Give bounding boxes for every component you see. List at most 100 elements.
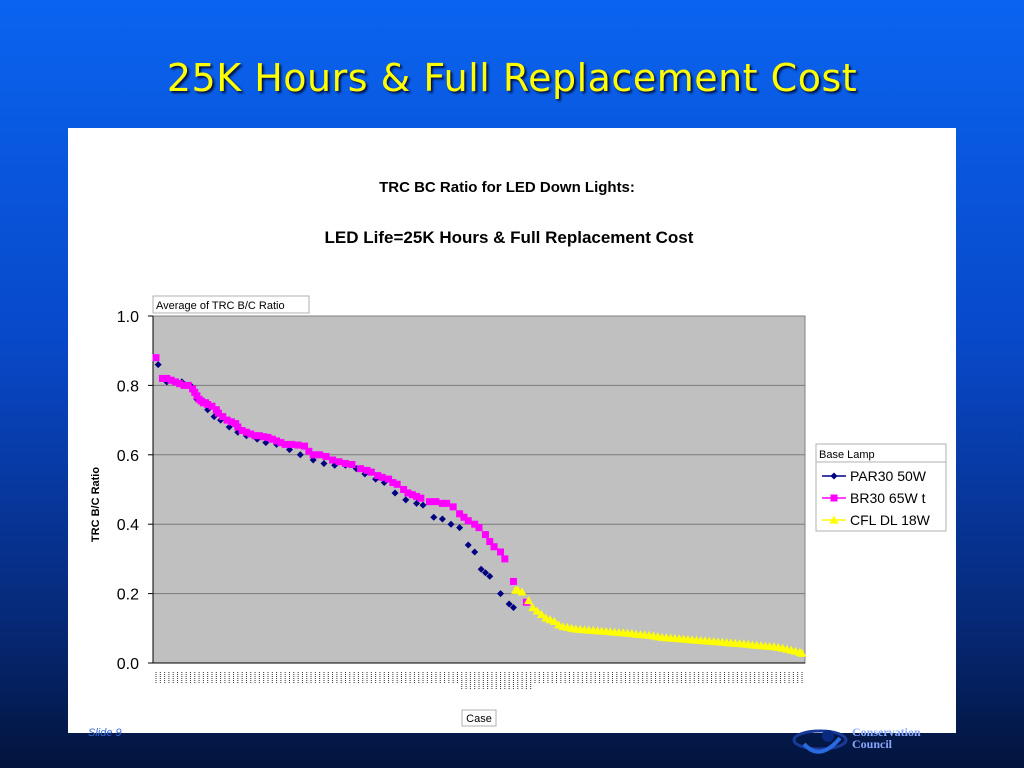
point-br30-65w-t [432,498,440,506]
chart-title-line1: TRC BC Ratio for LED Down Lights: [379,179,635,196]
x-axis-field-button [461,709,497,727]
point-br30-65w-t [184,381,192,389]
point-cfl-dl-18w [797,648,807,657]
point-br30-65w-t [273,437,281,445]
point-br30-65w-t [268,435,276,443]
point-br30-65w-t [438,499,446,507]
legend-marker-cfl-dl-18w [829,515,839,524]
point-par30-50w [456,524,464,532]
plot-area [152,315,806,664]
point-br30-65w-t [281,440,289,448]
point-par30-50w [505,600,513,608]
point-br30-65w-t [497,548,505,556]
point-par30-50w [419,501,427,509]
point-par30-50w [447,520,455,528]
point-br30-65w-t [404,489,412,497]
point-par30-50w [391,489,399,497]
legend-marker-br30-65w-t [830,494,838,502]
point-br30-65w-t [425,498,433,506]
point-par30-50w [477,565,485,573]
point-br30-65w-t [367,468,375,476]
point-br30-65w-t [509,577,517,585]
point-br30-65w-t [208,402,216,410]
point-br30-65w-t [322,453,330,461]
point-br30-65w-t [374,472,382,480]
point-br30-65w-t [309,451,317,459]
legend-marker-par30-50w [830,472,838,480]
point-br30-65w-t [152,354,160,362]
slide-number: Slide 9 [88,727,122,739]
point-br30-65w-t [171,378,179,386]
organization-logo [792,729,848,754]
pivot-field-label: Average of TRC B/C Ratio [156,300,285,312]
pivot-field-button [152,295,310,314]
point-br30-65w-t [341,459,349,467]
point-cfl-dl-18w [549,616,559,625]
legend-label-par30-50w: PAR30 50W [850,468,927,484]
point-br30-65w-t [456,510,464,518]
point-br30-65w-t [471,520,479,528]
point-br30-65w-t [443,499,451,507]
y-tick-label: 0.0 [117,656,139,673]
point-br30-65w-t [277,439,285,447]
point-br30-65w-t [464,517,472,525]
point-br30-65w-t [264,433,272,441]
y-axis-title: TRC B/C Ratio [90,467,102,542]
point-cfl-dl-18w [536,609,546,619]
point-br30-65w-t [167,376,175,384]
point-br30-65w-t [176,380,184,388]
point-br30-65w-t [234,423,242,431]
point-br30-65w-t [316,451,324,459]
point-par30-50w [509,603,517,611]
chart-panel: TRC BC Ratio for LED Down Lights: LED Lif… [68,128,956,733]
point-br30-65w-t [335,458,343,466]
point-br30-65w-t [288,440,296,448]
point-br30-65w-t [348,461,356,469]
organization-name-line1: Conservation [852,725,921,739]
point-br30-65w-t [400,486,408,493]
point-br30-65w-t [214,409,222,417]
y-tick-label: 0.6 [117,448,139,465]
point-cfl-dl-18w [532,606,542,615]
point-par30-50w [497,590,505,598]
point-br30-65w-t [357,465,365,473]
y-tick-label: 0.4 [117,517,139,534]
point-br30-65w-t [255,432,263,440]
point-br30-65w-t [408,491,416,499]
slide-title: 25K Hours & Full Replacement Cost [166,56,858,100]
chart-title-line2: LED Life=25K Hours & Full Replacement Co… [325,228,694,247]
legend-box [815,443,947,532]
point-cfl-dl-18w [524,596,534,605]
point-br30-65w-t [363,466,371,474]
point-br30-65w-t [294,441,302,449]
y-tick-label: 0.2 [117,587,139,604]
point-br30-65w-t [413,492,421,500]
y-tick-label: 1.0 [117,309,139,326]
point-par30-50w [464,541,472,549]
point-br30-65w-t [417,494,425,502]
legend-title: Base Lamp [819,449,875,461]
point-br30-65w-t [238,427,246,435]
point-br30-65w-t [449,503,457,511]
point-par30-50w [438,515,446,523]
point-par30-50w [154,361,162,369]
point-br30-65w-t [227,418,235,426]
y-tick-label: 0.8 [117,378,139,395]
point-par30-50w [402,496,410,504]
point-br30-65w-t [163,374,171,382]
point-br30-65w-t [501,555,509,563]
point-br30-65w-t [158,374,166,382]
point-br30-65w-t [460,513,468,521]
point-br30-65w-t [490,543,498,551]
point-br30-65w-t [389,479,397,487]
organization-name-line2: Council [852,737,893,751]
point-br30-65w-t [223,416,231,424]
organization-name: Conservation Council [852,726,921,750]
point-br30-65w-t [393,480,401,488]
point-br30-65w-t [329,456,337,464]
point-br30-65w-t [301,442,309,450]
point-br30-65w-t [204,400,212,408]
point-br30-65w-t [475,524,483,532]
point-par30-50w [481,569,489,577]
point-br30-65w-t [251,432,259,440]
